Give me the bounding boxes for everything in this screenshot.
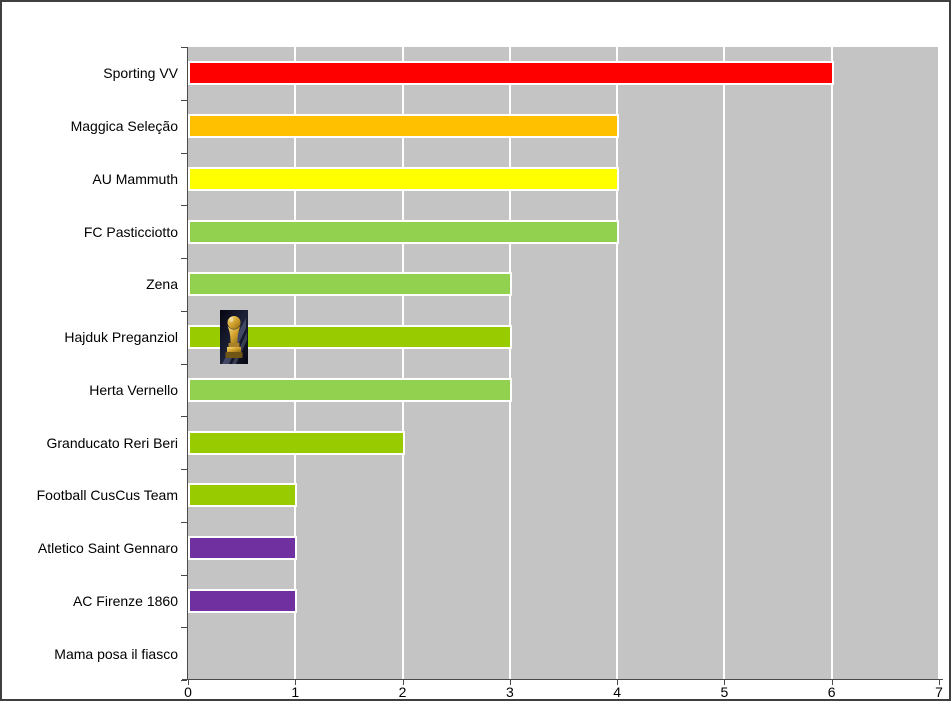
x-axis-tick-7 — [939, 679, 940, 685]
plot-area — [188, 47, 940, 680]
y-axis-tick — [181, 99, 187, 101]
x-axis-tick-6 — [831, 679, 833, 685]
bar-zena — [188, 272, 512, 297]
x-axis-label-5: 5 — [720, 684, 729, 700]
bar-football-cuscus-team — [188, 483, 298, 508]
x-axis-label-3: 3 — [505, 684, 514, 700]
category-label-hajduk-preganziol: Hajduk Preganziol — [64, 329, 178, 346]
y-axis-tick — [181, 152, 187, 154]
y-axis-tick — [181, 680, 187, 681]
x-axis-label-0: 0 — [184, 684, 192, 700]
gridline-x-7 — [938, 47, 940, 680]
bar-fc-pasticciotto — [188, 219, 620, 244]
x-axis-tick-3 — [509, 679, 511, 685]
category-label-fc-pasticciotto: FC Pasticciotto — [83, 223, 178, 240]
gridline-x-2 — [401, 47, 404, 680]
bar-au-mammuth — [188, 166, 620, 191]
y-axis-tick — [181, 416, 187, 418]
y-axis-tick — [181, 627, 187, 629]
x-axis-line — [182, 679, 943, 680]
y-axis-tick — [181, 258, 187, 259]
gridline-x-3 — [508, 47, 511, 680]
x-axis-label-7: 7 — [935, 684, 943, 700]
bar-ac-firenze-1860 — [188, 588, 298, 613]
category-label-herta-vernello: Herta Vernello — [89, 381, 178, 398]
category-label-granducato-reri-beri: Granducato Reri Beri — [46, 434, 178, 451]
x-axis-tick-4 — [617, 679, 619, 685]
y-axis-tick — [181, 47, 187, 48]
category-label-football-cuscus-team: Football CusCus Team — [36, 487, 178, 504]
category-label-zena: Zena — [146, 276, 178, 293]
bar-maggica-sele-o — [188, 114, 620, 139]
category-label-atletico-saint-gennaro: Atletico Saint Gennaro — [37, 540, 178, 557]
x-axis-label-4: 4 — [613, 684, 622, 700]
x-axis-tick-5 — [724, 679, 726, 685]
x-axis-label-6: 6 — [827, 684, 836, 700]
bar-herta-vernello — [188, 377, 512, 402]
y-axis-tick — [181, 310, 187, 312]
world-cup-trophy-image — [220, 310, 248, 364]
category-label-au-mammuth: AU Mammuth — [92, 170, 178, 187]
y-axis-tick — [181, 521, 187, 523]
category-label-mama-posa-il-fiasco: Mama posa il fiasco — [54, 645, 178, 662]
y-axis-tick — [181, 574, 187, 576]
x-axis-tick-0 — [188, 679, 189, 685]
category-label-maggica-sele-o: Maggica Seleção — [70, 118, 178, 135]
category-label-ac-firenze-1860: AC Firenze 1860 — [72, 592, 178, 609]
x-axis-label-1: 1 — [291, 684, 300, 700]
gridline-x-6 — [830, 47, 833, 680]
y-axis-tick — [181, 469, 187, 470]
category-label-sporting-vv: Sporting VV — [103, 65, 178, 82]
bar-sporting-vv — [188, 61, 834, 86]
y-axis-tick — [181, 205, 187, 207]
bar-granducato-reri-beri — [188, 430, 405, 455]
x-axis-tick-2 — [402, 679, 404, 685]
gridline-x-4 — [616, 47, 619, 680]
x-axis-label-2: 2 — [398, 684, 407, 700]
bar-atletico-saint-gennaro — [188, 536, 298, 561]
y-axis-tick — [181, 363, 187, 365]
gridline-x-1 — [294, 47, 297, 680]
y-axis-line — [187, 47, 188, 680]
x-axis-tick-1 — [295, 679, 297, 685]
gridline-x-5 — [723, 47, 726, 680]
